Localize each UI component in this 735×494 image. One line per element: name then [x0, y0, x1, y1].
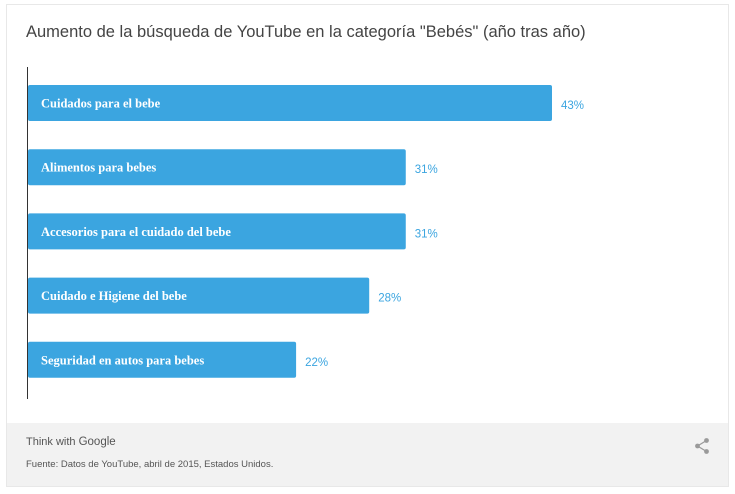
bar-category-label: Cuidado e Higiene del bebe: [41, 289, 187, 303]
bar-1: [28, 85, 552, 121]
bar-value-label: 28%: [378, 293, 401, 305]
bar-chart: Cuidados para el bebe 43% Alimentos para b…: [27, 67, 584, 399]
bar-category-label: Accesorios para el cuidado del bebe: [41, 225, 231, 239]
source-note: Fuente: Datos de YouTube, abril de 2015,…: [26, 459, 274, 470]
bar-category-label: Alimentos para bebes: [41, 161, 156, 175]
share-icon[interactable]: [693, 437, 711, 455]
bar-4: [28, 277, 370, 314]
chart-card: Aumento de la búsqueda de YouTube en la …: [6, 4, 729, 487]
bar-2: [28, 149, 406, 186]
bar-value-label: 22%: [305, 357, 328, 369]
bar-value-label: 31%: [415, 228, 438, 240]
bar-5: [28, 341, 297, 378]
brand-prefix: Think with: [26, 436, 79, 448]
bar-value-label: 43%: [561, 100, 584, 112]
chart-title: Aumento de la búsqueda de YouTube en la …: [26, 23, 586, 41]
bar-value-label: 31%: [415, 164, 438, 176]
footer: Think with Google Fuente: Datos de YouTu…: [7, 423, 728, 486]
bar-3: [28, 213, 406, 250]
bar-category-label: Seguridad en autos para bebes: [41, 353, 204, 367]
brand-text: Think with Google: [26, 436, 116, 448]
bar-category-label: Cuidados para el bebe: [41, 97, 161, 111]
brand-name: Google: [78, 436, 116, 448]
